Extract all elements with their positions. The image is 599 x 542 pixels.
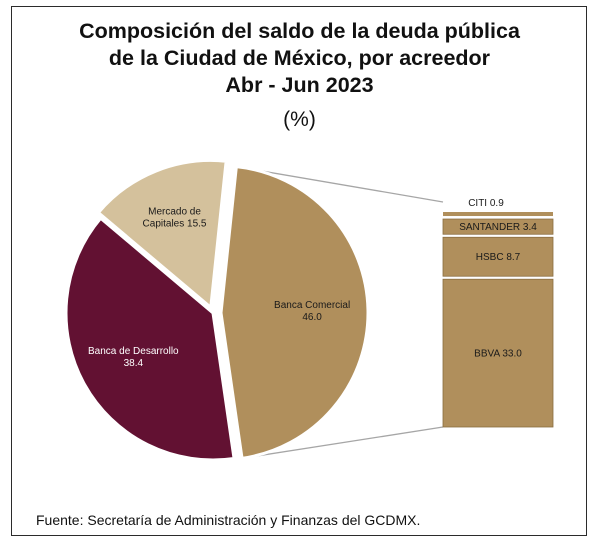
bar-segment-bbva: [442, 278, 554, 428]
slice-banca-desarrollo: [64, 216, 236, 462]
slice-mercado-capitales: [96, 158, 228, 311]
slice-banca-desarrollo-label: Banca de Desarrollo 38.4: [88, 346, 179, 369]
bar-segment-bbva-label: BBVA 33.0: [474, 349, 522, 360]
slice-mercado-capitales-label: Mercado de Capitales 15.5: [143, 206, 207, 229]
title-line-2: de la Ciudad de México, por acreedor: [108, 46, 491, 70]
bar-segment-santander-label: SANTANDER 3.4: [459, 222, 537, 233]
source-note: Fuente: Secretaría de Administración y F…: [36, 512, 421, 528]
connector-line-bottom: [241, 426, 444, 459]
slice-banca-comercial: [219, 164, 370, 461]
bar-segment-citi-label: CITI 0.9: [468, 198, 504, 209]
connector-line-top: [236, 166, 444, 203]
bar-segment-hsbc-label: HSBC 8.7: [476, 252, 521, 263]
bar-segment-hsbc: [442, 236, 554, 277]
title-line-3: Abr - Jun 2023: [225, 73, 374, 97]
slice-banca-comercial-label: Banca Comercial 46.0: [274, 300, 350, 323]
chart-title: Composición del saldo de la deuda públic…: [0, 18, 599, 99]
bar-segment-santander: [442, 218, 554, 235]
title-line-1: Composición del saldo de la deuda públic…: [79, 19, 520, 43]
bar-segment-citi: [443, 212, 553, 217]
unit-label: (%): [283, 108, 316, 131]
